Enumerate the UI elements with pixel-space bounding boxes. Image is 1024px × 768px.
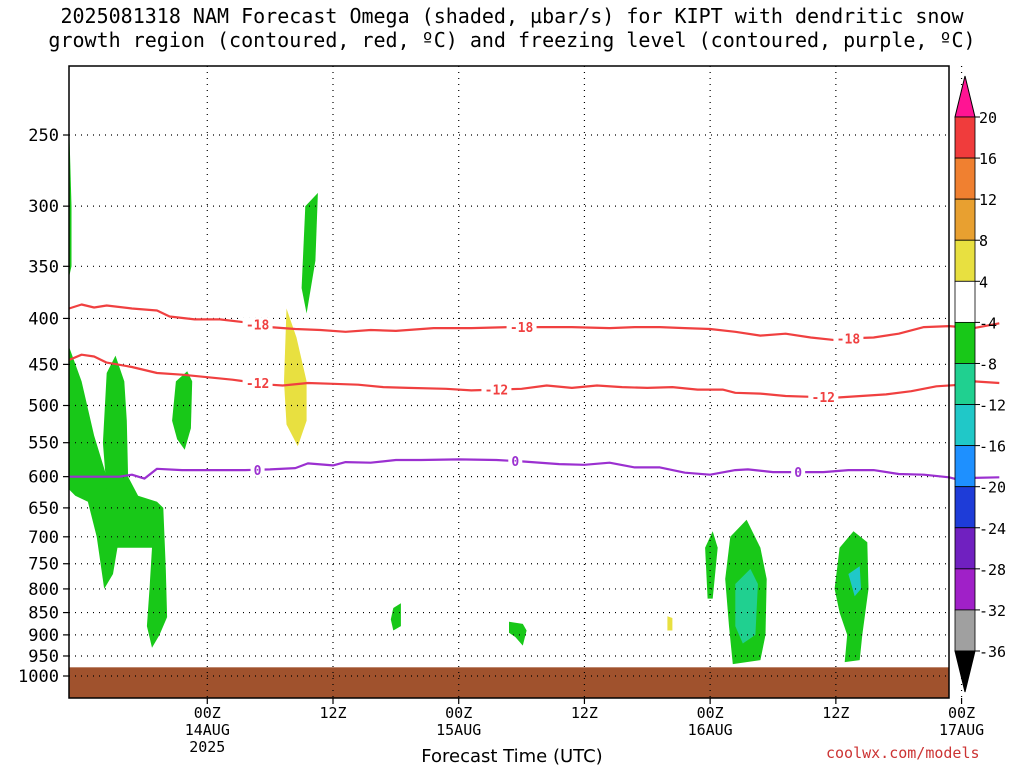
colorbar-segment [954,321,976,364]
contour-label--12: -12 [246,377,269,392]
omega-area-4 [301,192,318,314]
chart-title-line2: growth region (contoured, red, ºC) and f… [48,28,976,52]
colorbar-top-arrow [954,75,976,118]
x-tick-label: 00Z [697,704,724,722]
y-tick-label: 700 [28,528,59,548]
omega-area-6 [390,603,401,631]
colorbar-label: -4 [979,314,997,332]
y-tick-label: 800 [28,580,59,600]
plot-area [69,66,949,698]
contour-label-bg [506,320,537,335]
y-tick-label: 650 [28,499,59,519]
colorbar-segment [954,486,976,529]
x-tick-label: 12Z [571,704,598,722]
colorbar-segment [954,157,976,200]
y-tick-label: 850 [28,604,59,624]
colorbar-label: -20 [979,479,1006,497]
omega-area-9 [705,531,718,599]
y-tick-label: 750 [28,555,59,575]
colorbar-segment [954,239,976,282]
colorbar-label: -12 [979,397,1006,415]
colorbar-label: 8 [979,232,988,250]
x-tick-date: 16AUG [688,721,733,739]
y-tick-label: 300 [28,197,59,217]
x-tick-label: 00Z [194,704,221,722]
colorbar-label: 20 [979,109,997,127]
x-tick-label: 12Z [822,704,849,722]
contour-label--12: -12 [485,384,508,399]
contour-line--12 [68,353,1000,399]
colorbar-label: -36 [979,643,1006,661]
x-tick-date: 15AUG [436,721,481,739]
colorbar-bottom-arrow [954,650,976,693]
x-tick-label: 12Z [319,704,346,722]
colorbar-label: -24 [979,520,1006,538]
contour-label--18: -18 [246,319,270,334]
colorbar-label: -8 [979,355,997,373]
colorbar-segment [954,609,976,652]
x-tick-year: 2025 [189,738,225,756]
contour-label-bg [481,382,512,397]
contour-line-0 [69,458,1000,482]
y-tick-label: 550 [28,434,59,454]
plot-frame [68,65,950,699]
colorbar-segment [954,116,976,159]
contour-label-0: 0 [254,464,262,479]
y-tick-label: 450 [28,355,59,375]
contour-label--18: -18 [510,321,534,336]
omega-area-5 [284,308,307,447]
colorbar-label: 4 [979,273,988,291]
contour-label-bg [242,317,273,332]
x-tick-date: 17AUG [939,721,984,739]
colorbar-segment [954,527,976,570]
omega-area-2 [102,355,168,648]
contour-label-bg [250,462,265,477]
y-tick-label: 600 [28,468,59,488]
colorbar-segment [954,280,976,323]
y-tick-label: 500 [28,397,59,417]
x-tick-label: 00Z [445,704,472,722]
contour-label-bg [242,376,273,391]
contour-label-bg [508,454,523,469]
colorbar-segment [954,445,976,488]
chart-title: 2025081318 NAM Forecast Omega (shaded, µ… [0,4,1024,52]
omega-area-3 [172,371,193,450]
contour-label-0: 0 [794,466,802,481]
contour-label-bg [791,465,806,480]
x-tick-date: 14AUG [185,721,230,739]
colorbar-segment [954,198,976,241]
contour-label-bg [833,331,864,346]
omega-area-11 [735,568,758,644]
contour-label-0: 0 [511,455,519,470]
colorbar-segment [954,568,976,611]
colorbar-segment [954,404,976,447]
colorbar-segment [954,363,976,405]
y-tick-label: 950 [28,647,59,667]
x-tick-label: 00Z [948,704,975,722]
omega-area-7 [509,621,527,646]
y-tick-label: 250 [28,126,59,146]
colorbar-label: 12 [979,191,997,209]
y-tick-label: 1000 [18,667,59,687]
chart-title-line1: 2025081318 NAM Forecast Omega (shaded, µ… [60,4,964,28]
omega-area-8 [667,616,673,631]
colorbar-label: -16 [979,438,1006,456]
colorbar-label: -32 [979,602,1006,620]
credit-text: coolwx.com/models [826,744,980,762]
omega-area-1 [69,346,120,589]
terrain-band [69,667,949,698]
y-tick-label: 400 [28,309,59,329]
y-tick-label: 900 [28,626,59,646]
colorbar-label: -28 [979,561,1006,579]
contour-label-bg [808,390,839,405]
y-tick-label: 350 [28,257,59,277]
omega-area-13 [848,566,861,597]
contour-label--12: -12 [812,391,835,406]
contour-label--18: -18 [837,332,861,347]
x-axis-label: Forecast Time (UTC) [421,746,603,767]
colorbar-label: 16 [979,150,997,168]
